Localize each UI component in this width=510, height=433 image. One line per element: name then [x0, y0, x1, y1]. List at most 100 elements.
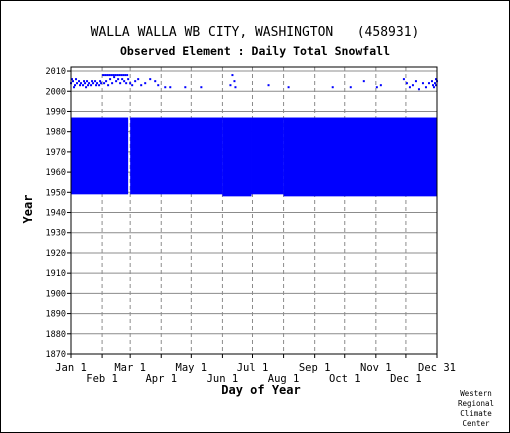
- data-point: [83, 80, 86, 83]
- data-point: [405, 82, 408, 85]
- x-tick-labels: Jan 1 Mar 1 May 1 Jul 1 Sep 1 Nov 1 Dec 31 Feb …: [55, 354, 456, 385]
- y-tick-label: 1950: [46, 188, 66, 198]
- x-tick-label: Jan 1: [55, 362, 87, 374]
- data-point: [421, 82, 424, 85]
- data-point: [229, 84, 232, 87]
- credit-line: Regional: [457, 399, 495, 408]
- data-point: [137, 78, 140, 81]
- y-tick-label: 1870: [46, 350, 66, 360]
- data-point: [402, 78, 405, 81]
- y-tick-label: 1980: [46, 128, 66, 138]
- x-tick-label: Aug 1: [268, 373, 300, 385]
- credit-line: Center: [462, 419, 490, 428]
- y-tick-label: 1880: [46, 330, 66, 340]
- x-tick-label: Oct 1: [329, 373, 361, 385]
- x-tick-label: Mar 1: [114, 362, 146, 374]
- data-point: [331, 86, 334, 89]
- data-point: [104, 74, 107, 77]
- data-point: [431, 84, 434, 87]
- data-point: [200, 86, 203, 89]
- data-point: [74, 84, 77, 87]
- x-axis-label: Day of Year: [221, 383, 300, 397]
- data-point: [117, 78, 120, 81]
- data-point: [121, 78, 124, 81]
- grid-lines: [70, 67, 438, 355]
- y-tick-label: 1960: [46, 168, 66, 178]
- data-point: [118, 74, 121, 77]
- x-tick-label: May 1: [176, 362, 208, 374]
- data-point: [144, 82, 147, 85]
- data-point: [129, 82, 132, 85]
- x-tick-label: Dec 31: [418, 362, 456, 374]
- data-point: [434, 84, 437, 87]
- data-region: [71, 117, 129, 195]
- y-tick-label: 1930: [46, 229, 66, 239]
- data-regions: [71, 117, 437, 197]
- data-point: [119, 82, 122, 85]
- data-point: [349, 86, 352, 89]
- data-point: [234, 86, 237, 89]
- data-point: [80, 82, 83, 85]
- data-point: [94, 80, 97, 83]
- y-tick-label: 1940: [46, 209, 66, 219]
- data-point: [107, 84, 110, 87]
- x-tick-label: Nov 1: [360, 362, 392, 374]
- data-point: [154, 80, 157, 83]
- data-point: [72, 80, 75, 83]
- data-point: [95, 84, 98, 87]
- y-tick-label: 2010: [46, 67, 66, 77]
- data-point: [116, 74, 119, 77]
- data-point: [408, 86, 411, 89]
- data-point: [99, 80, 102, 83]
- data-point: [379, 84, 382, 87]
- plot-border: [70, 66, 438, 355]
- y-tick-label: 1920: [46, 249, 66, 259]
- data-point: [411, 84, 414, 87]
- data-point: [375, 86, 378, 89]
- data-point: [184, 86, 187, 89]
- x-tick-label: Jul 1: [237, 362, 269, 374]
- data-point: [102, 74, 105, 77]
- data-point: [73, 86, 76, 89]
- data-point: [76, 82, 79, 85]
- data-point: [424, 86, 427, 89]
- credit-line: Climate: [460, 409, 492, 418]
- data-point: [120, 74, 123, 77]
- data-point: [427, 82, 430, 85]
- data-point: [106, 74, 109, 77]
- data-point: [164, 86, 167, 89]
- data-point: [82, 84, 85, 87]
- x-tick-label: Feb 1: [86, 373, 118, 385]
- data-point: [79, 84, 82, 87]
- data-point: [115, 80, 118, 83]
- data-point: [90, 84, 93, 87]
- data-point: [88, 82, 91, 85]
- data-point: [233, 80, 236, 83]
- chart-title: WALLA WALLA WB CITY, WASHINGTON (458931): [90, 25, 420, 40]
- data-point: [75, 78, 78, 81]
- data-point: [362, 80, 365, 83]
- data-point: [417, 88, 420, 91]
- data-points: [70, 74, 438, 91]
- data-point: [87, 84, 90, 87]
- data-point: [125, 82, 128, 85]
- data-point: [433, 82, 436, 85]
- y-tick-label: 1910: [46, 269, 66, 279]
- data-point: [113, 76, 116, 79]
- data-point: [169, 86, 172, 89]
- y-tick-label: 1970: [46, 148, 66, 158]
- data-point: [98, 84, 101, 87]
- y-tick-label: 1900: [46, 289, 66, 299]
- data-point: [434, 78, 437, 81]
- data-point: [140, 84, 143, 87]
- data-point: [86, 80, 89, 83]
- data-point: [85, 86, 88, 89]
- data-point: [126, 74, 129, 77]
- x-tick-label: Sep 1: [299, 362, 331, 374]
- data-point: [134, 80, 137, 83]
- data-point: [71, 78, 74, 81]
- data-point: [103, 82, 106, 85]
- data-point: [109, 78, 112, 81]
